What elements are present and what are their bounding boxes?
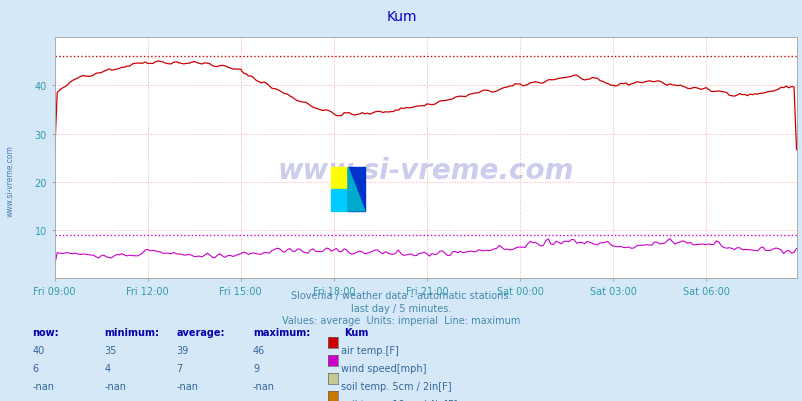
Text: minimum:: minimum:: [104, 327, 159, 337]
Text: -nan: -nan: [176, 399, 198, 401]
Text: www.si-vreme.com: www.si-vreme.com: [6, 145, 15, 216]
Text: Values: average  Units: imperial  Line: maximum: Values: average Units: imperial Line: ma…: [282, 315, 520, 325]
Text: air temp.[F]: air temp.[F]: [341, 345, 399, 355]
Text: -nan: -nan: [253, 399, 274, 401]
Text: last day / 5 minutes.: last day / 5 minutes.: [351, 303, 451, 313]
Text: 9: 9: [253, 363, 259, 373]
Text: 4: 4: [104, 363, 111, 373]
Text: soil temp. 10cm / 4in[F]: soil temp. 10cm / 4in[F]: [341, 399, 457, 401]
Bar: [330, 168, 347, 190]
Text: -nan: -nan: [32, 399, 54, 401]
Text: Slovenia / weather data - automatic stations.: Slovenia / weather data - automatic stat…: [291, 291, 511, 301]
Text: wind speed[mph]: wind speed[mph]: [341, 363, 426, 373]
Text: www.si-vreme.com: www.si-vreme.com: [277, 156, 573, 184]
Polygon shape: [347, 168, 364, 211]
Text: 35: 35: [104, 345, 116, 355]
Text: -nan: -nan: [253, 381, 274, 391]
Text: soil temp. 5cm / 2in[F]: soil temp. 5cm / 2in[F]: [341, 381, 452, 391]
Text: 6: 6: [32, 363, 38, 373]
Text: 46: 46: [253, 345, 265, 355]
Text: Kum: Kum: [343, 327, 367, 337]
Bar: [330, 190, 347, 211]
Text: -nan: -nan: [104, 399, 126, 401]
Text: 39: 39: [176, 345, 188, 355]
Text: now:: now:: [32, 327, 59, 337]
Text: -nan: -nan: [176, 381, 198, 391]
Bar: [347, 168, 364, 211]
Text: average:: average:: [176, 327, 225, 337]
Text: 7: 7: [176, 363, 183, 373]
Text: maximum:: maximum:: [253, 327, 310, 337]
Text: -nan: -nan: [104, 381, 126, 391]
Text: 40: 40: [32, 345, 44, 355]
Text: -nan: -nan: [32, 381, 54, 391]
Text: Kum: Kum: [386, 10, 416, 24]
